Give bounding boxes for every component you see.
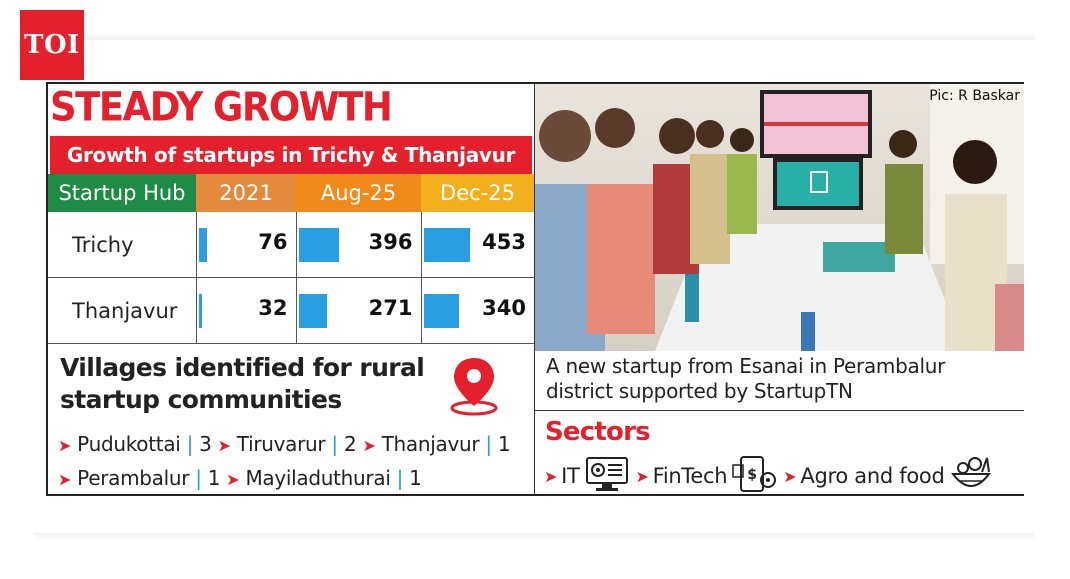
village-item: ➤ Perambalur | 1	[58, 466, 221, 490]
bar-thanjavur-2021	[198, 294, 202, 328]
computer-gears-icon	[584, 456, 630, 495]
table-row: Trichy 76 396 453	[48, 212, 534, 278]
toi-logo[interactable]: TOI	[20, 10, 84, 80]
food-basket-icon	[949, 454, 993, 495]
col-header-2021: 2021	[196, 174, 296, 212]
phone-money-icon: $	[731, 455, 777, 495]
sector-label-it: IT	[561, 464, 580, 488]
arrow-icon: ➤	[226, 470, 240, 489]
caption-line2: district supported by StartupTN	[546, 379, 853, 403]
bottom-shadow	[35, 533, 1035, 541]
separator: |	[396, 466, 404, 490]
village-item: ➤ Pudukottai | 3	[58, 432, 212, 456]
value-thanjavur-dec25: 340	[482, 296, 526, 320]
col-header-dec25: Dec-25	[421, 174, 534, 212]
bar-trichy-2021	[198, 228, 207, 262]
col-header-hub: Startup Hub	[48, 174, 196, 212]
arrow-icon: ➤	[58, 436, 72, 455]
arrow-icon: ➤	[783, 466, 797, 486]
svg-text:$: $	[748, 467, 757, 483]
headline: STEADY GROWTH	[50, 84, 393, 131]
separator: |	[186, 432, 194, 456]
separator: |	[331, 432, 338, 456]
caption-line1: A new startup from Esanai in Perambalur	[546, 354, 946, 378]
arrow-icon: ➤	[217, 436, 231, 455]
separator: |	[485, 432, 492, 456]
separator: |	[195, 466, 202, 490]
village-list: ➤ Pudukottai | 3 ➤ Tiruvarur | 2 ➤ Thanj…	[58, 428, 528, 494]
village-count: 3	[199, 432, 212, 456]
arrow-icon: ➤	[362, 436, 376, 455]
news-photo[interactable]: Pic: R Baskar	[535, 84, 1024, 351]
villages-title: Villages identified for rural startup co…	[60, 352, 425, 416]
village-name: Mayiladuthurai	[245, 466, 391, 490]
bar-trichy-dec25	[423, 228, 470, 262]
cell-trichy-2021: 76	[196, 212, 297, 278]
bar-thanjavur-aug25	[298, 294, 327, 328]
hub-name-thanjavur: Thanjavur	[48, 277, 197, 344]
cell-trichy-dec25: 453	[421, 212, 534, 278]
village-count: 1	[409, 466, 422, 490]
arrow-icon: ➤	[544, 466, 558, 486]
value-trichy-2021: 76	[258, 230, 288, 254]
village-name: Tiruvarur	[236, 432, 326, 456]
sector-label-agro: Agro and food	[800, 464, 945, 488]
col-header-aug25: Aug-25	[296, 174, 421, 212]
village-name: Pudukottai	[77, 432, 181, 456]
village-name: Thanjavur	[381, 432, 480, 456]
villages-title-line1: Villages identified for rural	[60, 353, 425, 382]
logo-text: TOI	[24, 30, 80, 60]
village-item: ➤ Thanjavur | 1	[362, 432, 510, 456]
caption-divider	[535, 410, 1024, 411]
sector-list: ➤ IT ➤ FinTech $ ➤	[544, 454, 1022, 495]
panel-divider	[534, 84, 535, 494]
cell-thanjavur-aug25: 271	[296, 277, 422, 344]
chart-title: Growth of startups in Trichy & Thanjavur	[50, 136, 532, 174]
arrow-icon: ➤	[635, 466, 649, 486]
arrow-icon: ➤	[58, 470, 72, 489]
value-trichy-aug25: 396	[368, 230, 413, 254]
villages-title-line2: startup communities	[60, 385, 342, 414]
village-item: ➤ Tiruvarur | 2	[218, 432, 357, 456]
village-count: 2	[343, 432, 357, 456]
cell-thanjavur-dec25: 340	[421, 277, 534, 344]
top-shadow	[35, 32, 1035, 40]
bar-trichy-aug25	[298, 228, 339, 262]
village-count: 1	[497, 432, 511, 456]
hub-name-trichy: Trichy	[48, 212, 197, 278]
value-thanjavur-2021: 32	[258, 296, 288, 320]
value-thanjavur-aug25: 271	[368, 296, 413, 320]
infographic-card: STEADY GROWTH Growth of startups in Tric…	[46, 82, 1024, 496]
village-count: 1	[207, 466, 221, 490]
table-row: Thanjavur 32 271 340	[48, 277, 534, 344]
sectors-title: Sectors	[545, 417, 651, 447]
photo-caption: A new startup from Esanai in Perambalur …	[546, 354, 1016, 404]
value-trichy-dec25: 453	[482, 230, 526, 254]
bar-thanjavur-dec25	[423, 294, 459, 328]
village-name: Perambalur	[77, 466, 190, 490]
cell-thanjavur-2021: 32	[196, 277, 297, 344]
growth-table: Startup Hub 2021 Aug-25 Dec-25 Trichy 76…	[48, 174, 534, 344]
photo-credit: Pic: R Baskar	[929, 88, 1020, 104]
location-pin-icon	[446, 354, 502, 420]
cell-trichy-aug25: 396	[296, 212, 422, 278]
village-item: ➤ Mayiladuthurai | 1	[226, 466, 422, 490]
sector-label-fintech: FinTech	[652, 464, 728, 488]
left-panel: STEADY GROWTH Growth of startups in Tric…	[48, 84, 534, 494]
